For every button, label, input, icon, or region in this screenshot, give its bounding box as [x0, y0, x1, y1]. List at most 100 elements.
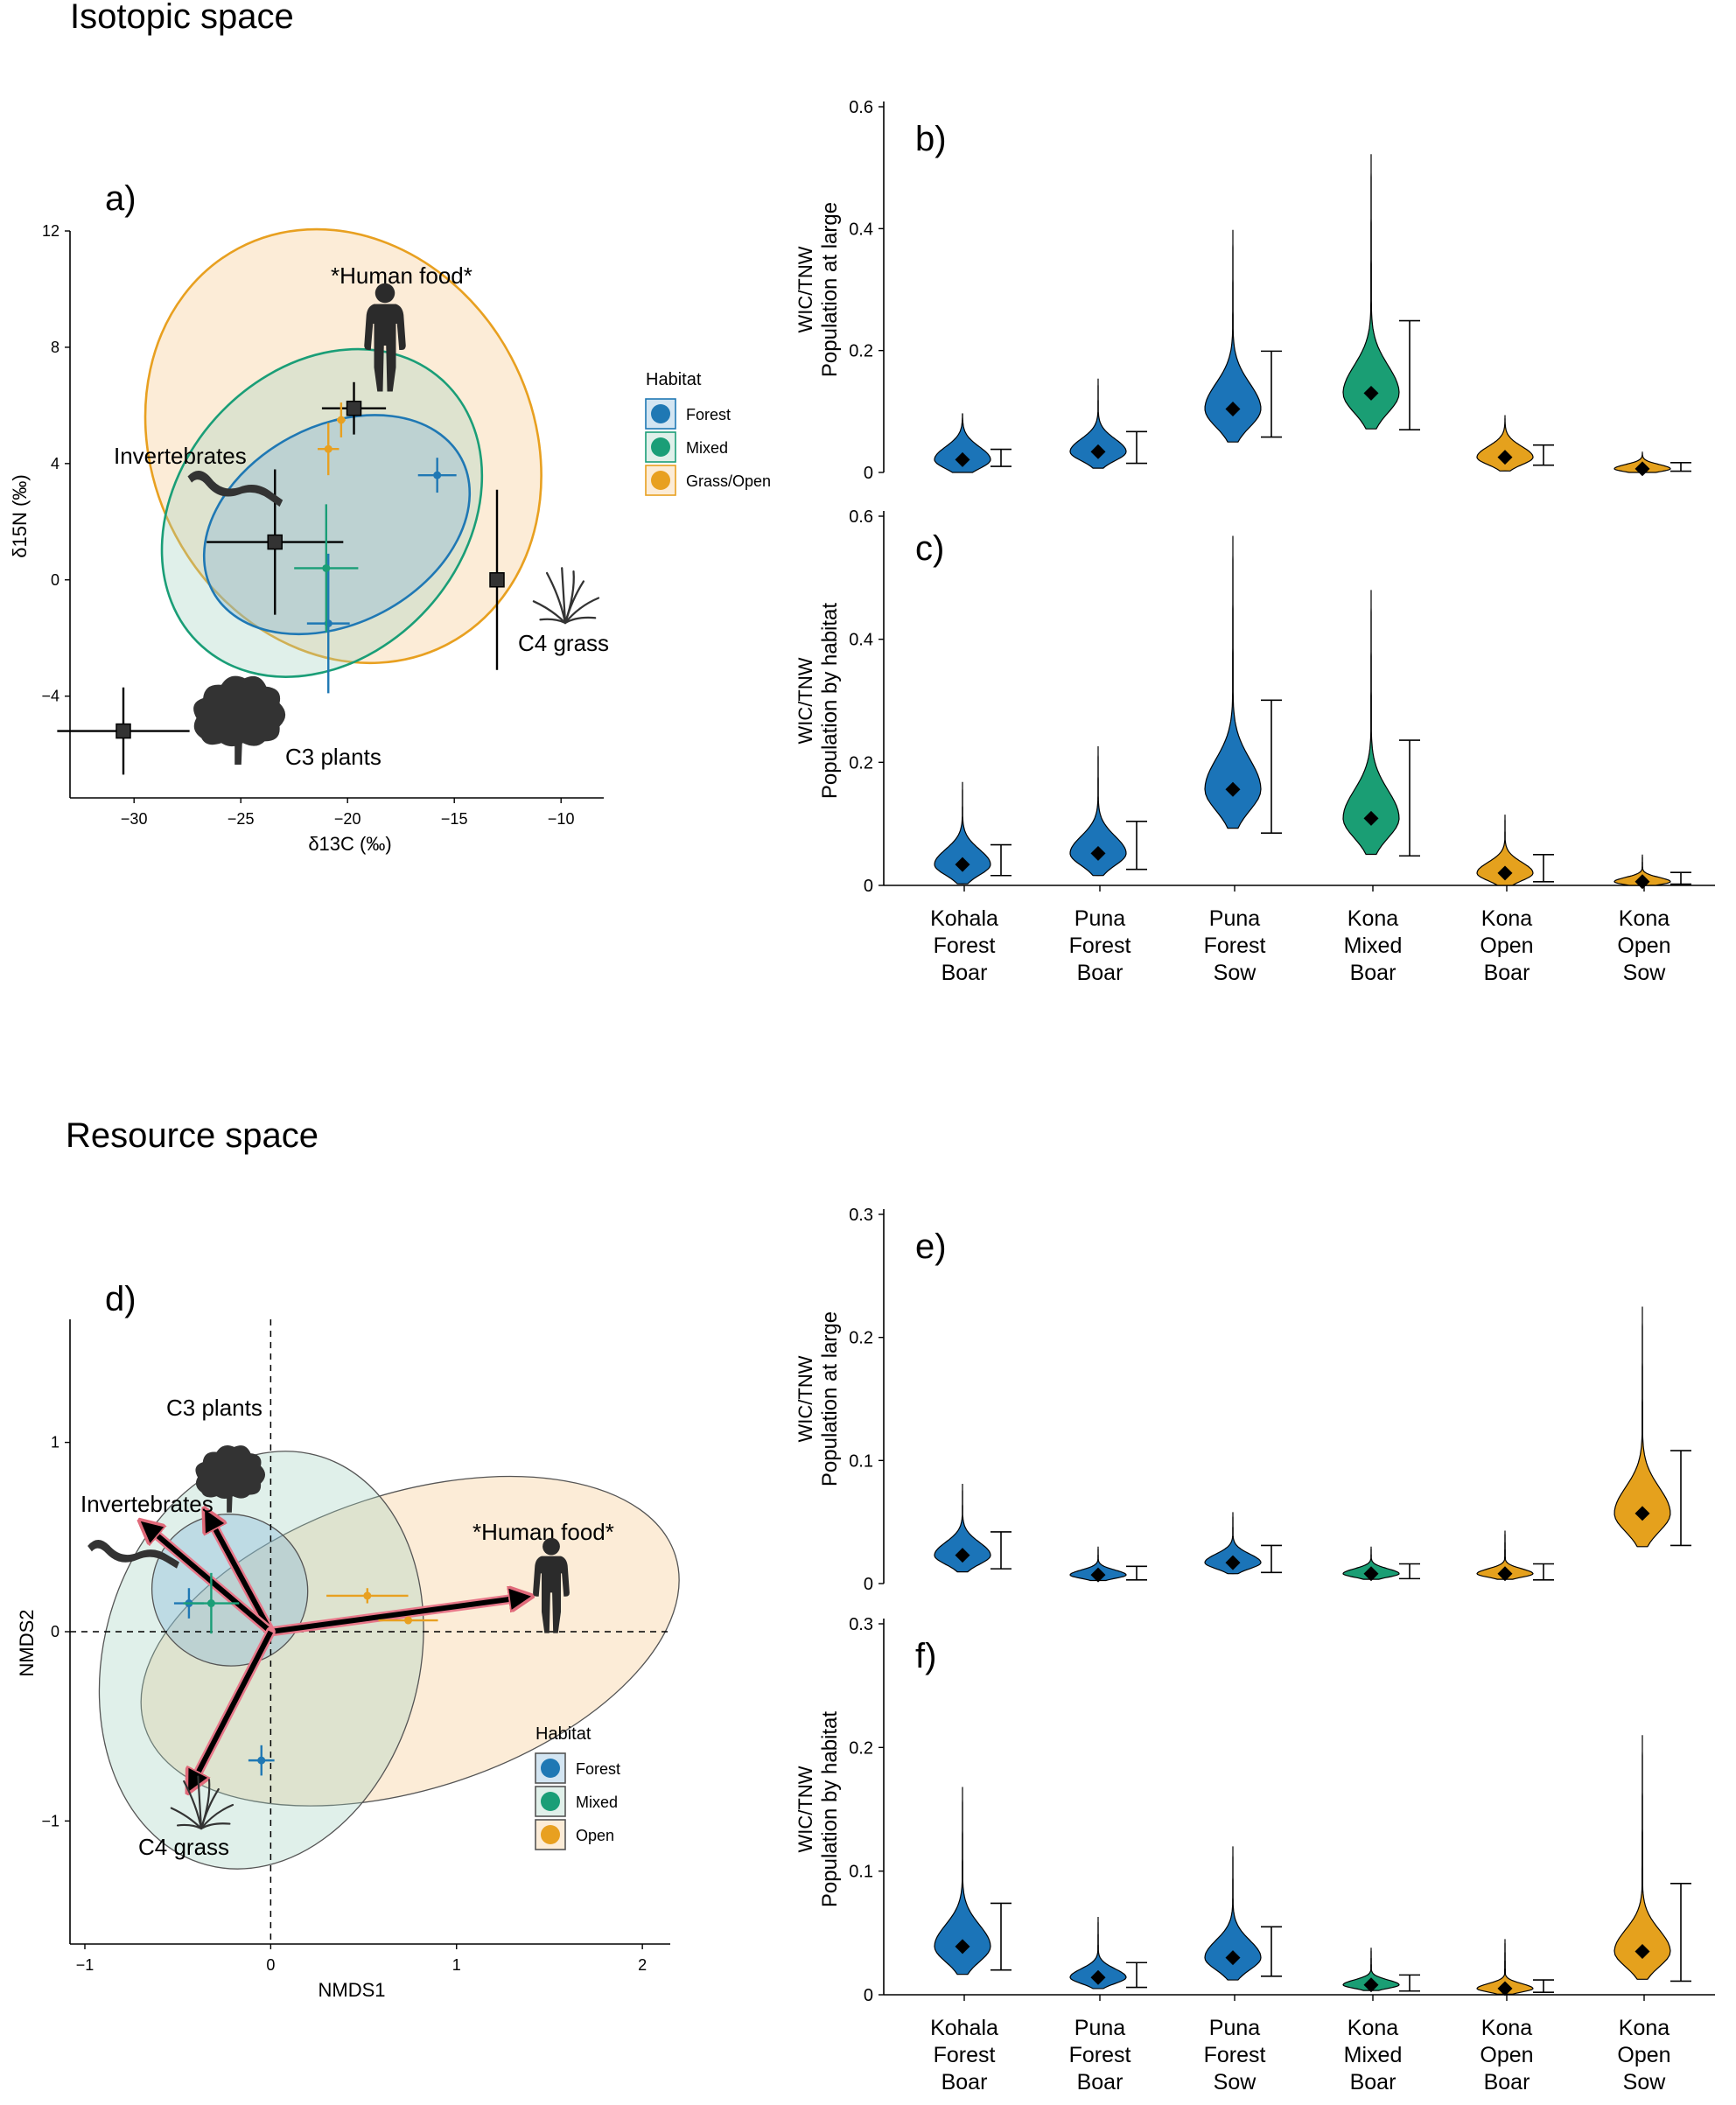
- category-label-line: Boar: [942, 961, 988, 985]
- median-marker: [1363, 1977, 1379, 1993]
- x-tick-label: −20: [334, 810, 361, 828]
- forest-violin: [1204, 535, 1262, 829]
- forest-violin: [1204, 229, 1262, 443]
- mixed-habitat-ellipse: [160, 347, 484, 678]
- category-label: Kona Mixed Boar: [1344, 2016, 1403, 2095]
- category-label-line: Puna: [1209, 906, 1260, 931]
- panel-label: e): [915, 1227, 947, 1266]
- source-label: *Human food*: [472, 1519, 614, 1545]
- panel-c-violin: 0 0.2 0.4 0.6 c) WIC/TNW Population by habitat…: [794, 507, 1715, 985]
- median-marker: [1497, 1566, 1513, 1582]
- median-marker: [1497, 1981, 1513, 1997]
- x-tick-label: 2: [638, 1956, 647, 1974]
- category-label-line: Boar: [1077, 2070, 1124, 2095]
- y-tick-label: 0.1: [849, 1451, 873, 1471]
- forest-violin: [934, 1787, 991, 1976]
- panel-label: d): [105, 1280, 136, 1318]
- mixed-violin: [1342, 590, 1400, 856]
- category-label-line: Kona: [1619, 2016, 1670, 2040]
- category-label-line: Open: [1617, 934, 1670, 958]
- source-arrow: [148, 1528, 273, 1634]
- source-label: Invertebrates: [114, 443, 247, 469]
- source-point: [116, 723, 131, 739]
- category-label-line: Open: [1480, 934, 1533, 958]
- y-tick-label: 0.1: [849, 1863, 873, 1882]
- category-label-line: Puna: [1074, 2016, 1125, 2040]
- mixed-violin: [1342, 1546, 1400, 1580]
- legend-dot-mixed: [651, 437, 670, 457]
- y-tick-label: 12: [42, 222, 60, 240]
- open-point: [404, 1616, 413, 1625]
- x-tick-label: −1: [76, 1956, 94, 1974]
- category-label-line: Mixed: [1344, 2043, 1403, 2067]
- y-axis-label-secondary: Population at large: [818, 1311, 842, 1486]
- isotopic-space-title: Isotopic space: [70, 0, 294, 36]
- category-label-line: Sow: [1623, 961, 1667, 985]
- source-label: C4 grass: [518, 630, 609, 656]
- y-axis-label: δ15N (‰): [9, 474, 31, 557]
- open-violin: [1476, 1939, 1534, 1995]
- legend-title: Habitat: [646, 370, 702, 389]
- category-label-line: Mixed: [1344, 934, 1403, 958]
- category-label-line: Boar: [1484, 961, 1530, 985]
- category-label-line: Sow: [1623, 2070, 1667, 2095]
- y-tick-label: 1: [51, 1434, 60, 1451]
- category-label: Kona Open Sow: [1617, 2016, 1670, 2095]
- x-tick-label: −25: [228, 810, 255, 828]
- y-tick-label: 0.6: [849, 507, 873, 527]
- open-violin: [1476, 815, 1534, 886]
- open-violin: [1614, 854, 1671, 886]
- median-marker: [1634, 1944, 1650, 1960]
- legend-item-label: Mixed: [576, 1794, 618, 1811]
- median-marker: [955, 1939, 970, 1955]
- category-label-line: Kohala: [930, 906, 998, 931]
- category-label: Puna Forest Sow: [1204, 2016, 1266, 2095]
- y-tick-label: 0: [51, 1623, 60, 1640]
- median-marker: [1363, 1566, 1379, 1582]
- legend-item-label: Forest: [686, 406, 731, 423]
- median-marker: [1363, 810, 1379, 826]
- x-tick-label: 1: [452, 1956, 461, 1974]
- forest-violin: [1069, 1916, 1127, 1990]
- median-marker: [1225, 1950, 1241, 1966]
- y-tick-label: 0: [864, 1986, 873, 2005]
- median-marker: [1634, 461, 1650, 477]
- category-label-line: Forest: [1204, 2043, 1266, 2067]
- category-label-line: Open: [1617, 2043, 1670, 2067]
- source-point: [489, 572, 505, 588]
- y-tick-label: 0: [864, 1575, 873, 1594]
- forest-point: [257, 1756, 266, 1765]
- source-point: [267, 534, 283, 550]
- mixed-violin: [1342, 1948, 1400, 1991]
- category-label-line: Puna: [1074, 906, 1125, 931]
- panel-e-violin: 0 0.1 0.2 0.3 e) WIC/TNW Population at large: [794, 1206, 1691, 1594]
- y-tick-label: 0.2: [849, 753, 873, 773]
- y-tick-label: 8: [51, 339, 60, 356]
- category-label: Kona Open Sow: [1617, 906, 1670, 985]
- open-point: [337, 416, 346, 424]
- legend-dot-open: [651, 471, 670, 490]
- median-marker: [1497, 865, 1513, 881]
- category-label-line: Boar: [1350, 961, 1396, 985]
- forest-violin: [934, 781, 991, 885]
- category-label-line: Forest: [1069, 2043, 1131, 2067]
- legend-item-label: Grass/Open: [686, 472, 771, 490]
- median-marker: [1090, 1969, 1106, 1985]
- panel-a-isotopic-scatter: −30 −25 −20 −15 −10 −4 0 4 8 12 a) δ13C (‰) δ15N (‰)…: [9, 179, 771, 855]
- category-label-line: Sow: [1214, 2070, 1257, 2095]
- forest-violin: [934, 413, 991, 473]
- legend-title: Habitat: [536, 1724, 592, 1744]
- y-tick-label: 0: [864, 464, 873, 483]
- legend-dot-mixed: [541, 1792, 560, 1811]
- forest-violin: [934, 1484, 991, 1573]
- y-tick-label: 0.2: [849, 1738, 873, 1758]
- category-label-line: Kona: [1619, 906, 1670, 931]
- mixed-point: [206, 1599, 215, 1608]
- category-label-line: Kohala: [930, 2016, 998, 2040]
- source-label: *Human food*: [331, 262, 472, 289]
- y-tick-label: 0: [51, 571, 60, 589]
- y-axis-label: WIC/TNW: [794, 1355, 816, 1442]
- resource-space-title: Resource space: [66, 1116, 318, 1155]
- habitat-legend: Habitat Forest Mixed Open: [535, 1724, 620, 1850]
- open-point: [324, 444, 332, 453]
